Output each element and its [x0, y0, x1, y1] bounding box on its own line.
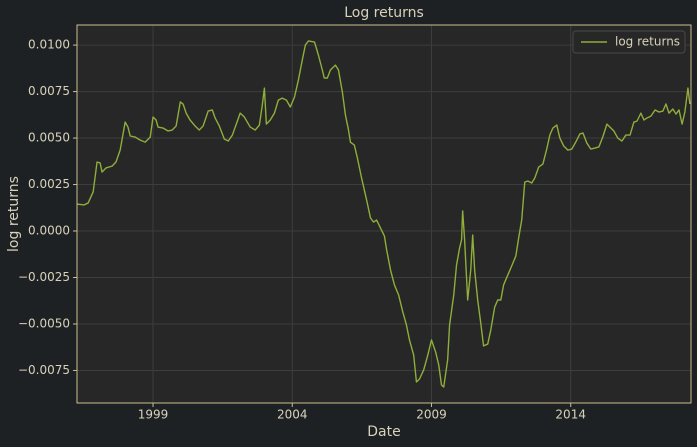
y-tick-label: −0.0075 [18, 363, 70, 377]
legend-box [572, 30, 686, 54]
line-series [76, 40, 691, 388]
legend: log returns [572, 30, 686, 54]
x-tick-label: 2009 [416, 408, 447, 422]
y-tick-label: 0.0050 [28, 131, 70, 145]
y-axis-label: log returns [6, 176, 22, 252]
y-tick-label: −0.0050 [18, 316, 70, 330]
plot-area [77, 25, 691, 403]
x-tick-label: 1999 [138, 408, 169, 422]
y-tick-label: −0.0025 [18, 270, 70, 284]
axes-frame [76, 24, 692, 404]
y-tick-label: 0.0025 [28, 177, 70, 191]
y-tick-label: 0.0100 [28, 38, 70, 52]
y-tick-label: 0.0000 [28, 224, 70, 238]
chart-title: Log returns [344, 5, 424, 21]
marks [76, 40, 691, 388]
x-axis-label: Date [367, 424, 400, 440]
x-tick-label: 2014 [555, 408, 586, 422]
y-tick-label: 0.0075 [28, 84, 70, 98]
legend-label: log returns [615, 35, 680, 49]
x-tick-label: 2004 [277, 408, 308, 422]
